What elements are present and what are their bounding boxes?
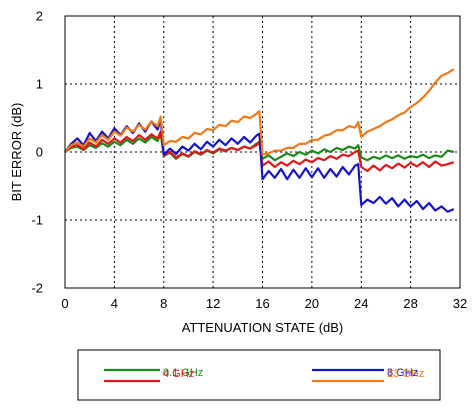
- x-tick-label: 20: [305, 296, 319, 311]
- x-tick-label: 16: [255, 296, 269, 311]
- plot-frame: [64, 15, 461, 289]
- y-tick-label: 2: [36, 9, 43, 24]
- legend-label: 4 GHz: [163, 368, 194, 380]
- y-tick-label: 0: [36, 145, 43, 160]
- y-tick-label: -2: [31, 281, 43, 296]
- x-tick-label: 8: [160, 296, 167, 311]
- x-tick-label: 4: [111, 296, 118, 311]
- series-line-8-ghz: [64, 118, 455, 213]
- grid-lines: [65, 16, 460, 288]
- x-tick-labels: 0 4 8 12 16 20 24 28 32: [61, 296, 467, 311]
- y-axis-label: BIT ERROR (dB): [9, 103, 24, 202]
- legend-box: [77, 349, 441, 401]
- y-tick-label: -1: [31, 213, 43, 228]
- legend-label: 8 GHz: [387, 367, 418, 379]
- legend-label: 13 GHz: [387, 368, 424, 380]
- x-tick-label: 32: [453, 296, 467, 311]
- y-tick-label: 1: [36, 77, 43, 92]
- x-tick-label: 12: [206, 296, 220, 311]
- legend: 0.1 GHz 8 GHz 4 GHz 13 GHz: [77, 349, 441, 401]
- legend-label: 0.1 GHz: [163, 367, 203, 379]
- x-tick-label: 28: [403, 296, 417, 311]
- series-lines: [64, 68, 455, 213]
- y-tick-labels: -2 -1 0 1 2: [31, 9, 43, 296]
- series-line-13-ghz: [64, 68, 455, 156]
- x-tick-label: 24: [354, 296, 368, 311]
- x-tick-label: 0: [61, 296, 68, 311]
- x-axis-label: ATTENUATION STATE (dB): [182, 320, 344, 335]
